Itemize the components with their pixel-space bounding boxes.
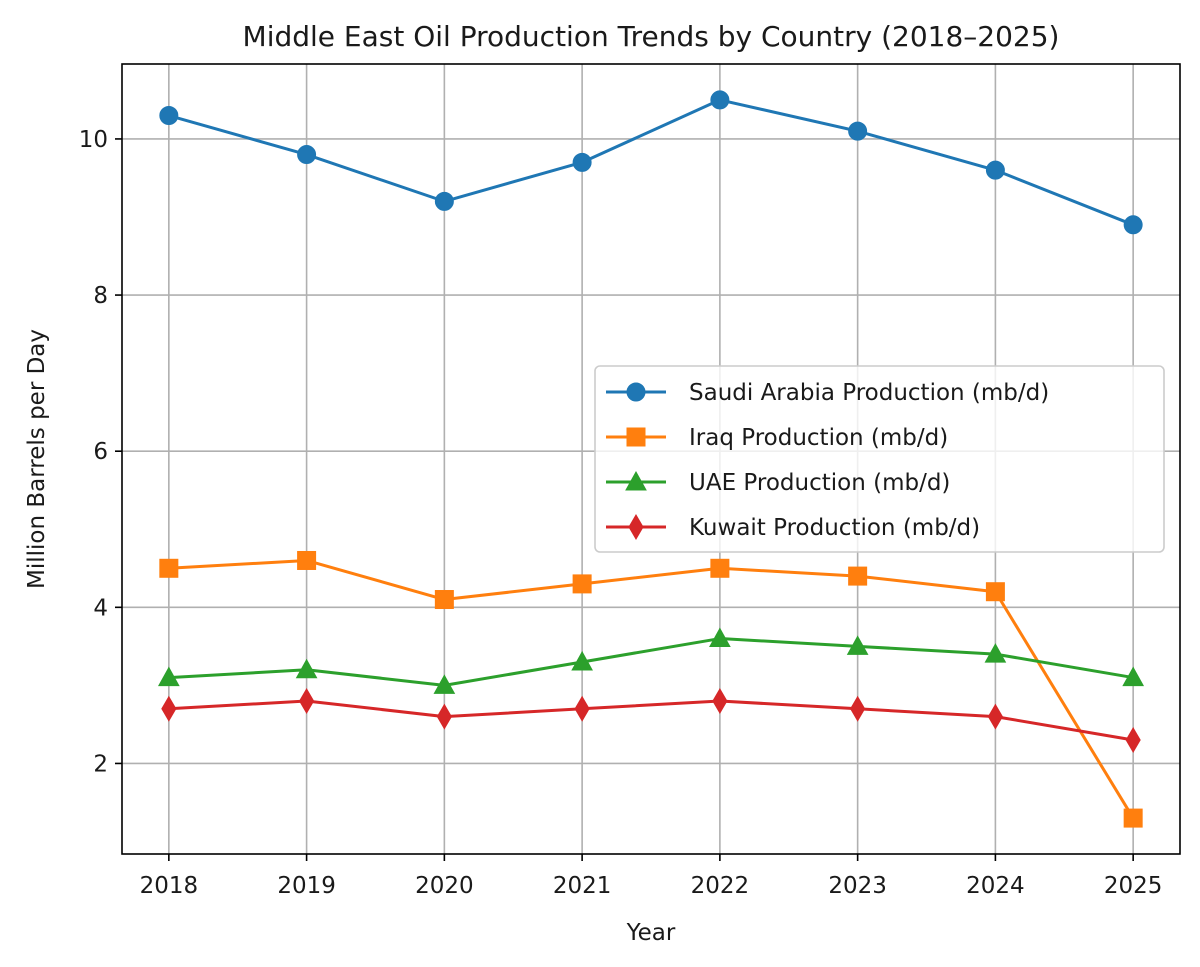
x-tick-label: 2024	[966, 873, 1025, 899]
legend: Saudi Arabia Production (mb/d) Iraq Produ…	[594, 365, 1165, 553]
series-2	[157, 627, 1145, 694]
series-line	[168, 558, 1135, 819]
data-point	[848, 566, 868, 586]
x-tick-label: 2020	[415, 873, 474, 899]
legend-label: Saudi Arabia Production (mb/d)	[689, 380, 1049, 406]
series-layer	[157, 90, 1145, 828]
legend-label: UAE Production (mb/d)	[689, 470, 950, 496]
data-point	[848, 121, 868, 141]
data-point	[572, 574, 592, 594]
axis-ticks: 2018 2019 2020 2021 2022 2023 2024 2025 2 4 6 8 10	[79, 127, 1163, 899]
data-point	[299, 688, 315, 714]
y-tick-label: 6	[93, 439, 108, 465]
y-tick-label: 10	[79, 127, 108, 153]
data-point	[436, 703, 452, 730]
legend-label: Kuwait Production (mb/d)	[689, 515, 980, 541]
legend-marker	[625, 470, 647, 491]
data-point	[159, 558, 179, 578]
plot-frame	[121, 63, 1181, 855]
series-1	[159, 550, 1143, 828]
data-point	[572, 152, 592, 172]
data-point	[1123, 215, 1143, 235]
data-point	[574, 695, 590, 722]
data-point	[571, 650, 593, 671]
y-tick-label: 2	[93, 751, 108, 777]
x-tick-label: 2021	[553, 873, 612, 899]
data-point	[846, 635, 869, 655]
y-tick-label: 8	[93, 283, 108, 309]
chart-title: Middle East Oil Production Trends by Cou…	[243, 20, 1060, 53]
x-tick-label: 2019	[277, 873, 336, 899]
series-line	[168, 637, 1134, 687]
data-point	[295, 658, 318, 679]
data-point	[985, 160, 1005, 180]
x-axis-label: Year	[626, 920, 676, 946]
y-tick-label: 4	[93, 595, 108, 621]
legend-box	[594, 365, 1165, 553]
data-point	[985, 582, 1005, 602]
series-3	[161, 688, 1141, 754]
legend-item: UAE Production (mb/d)	[606, 470, 950, 496]
data-point	[709, 627, 731, 648]
data-point	[710, 558, 730, 578]
data-point	[161, 695, 177, 722]
legend-marker	[628, 514, 644, 540]
legend-marker	[626, 427, 646, 447]
legend-item: Iraq Production (mb/d)	[606, 425, 948, 451]
data-point	[1122, 666, 1145, 687]
data-point	[1123, 808, 1143, 828]
x-tick-label: 2025	[1104, 873, 1163, 899]
legend-item: Saudi Arabia Production (mb/d)	[606, 380, 1049, 406]
data-point	[984, 643, 1007, 663]
x-tick-label: 2023	[828, 873, 887, 899]
data-point	[712, 688, 728, 714]
y-axis-label: Million Barrels per Day	[24, 329, 50, 589]
series-line	[168, 98, 1134, 227]
data-point	[1125, 727, 1141, 754]
data-point	[297, 550, 317, 570]
data-point	[434, 590, 454, 610]
x-tick-label: 2018	[140, 873, 199, 899]
data-point	[987, 703, 1003, 730]
x-tick-label: 2022	[691, 873, 750, 899]
data-point	[433, 674, 456, 694]
legend-marker	[626, 382, 646, 402]
data-point	[159, 106, 179, 126]
data-point	[434, 191, 454, 211]
data-point	[710, 90, 730, 110]
data-point	[157, 666, 180, 687]
data-point	[850, 695, 866, 722]
data-point	[297, 145, 317, 165]
legend-item: Kuwait Production (mb/d)	[606, 514, 980, 541]
series-line	[168, 699, 1134, 742]
legend-label: Iraq Production (mb/d)	[689, 425, 948, 451]
series-0	[159, 90, 1143, 235]
